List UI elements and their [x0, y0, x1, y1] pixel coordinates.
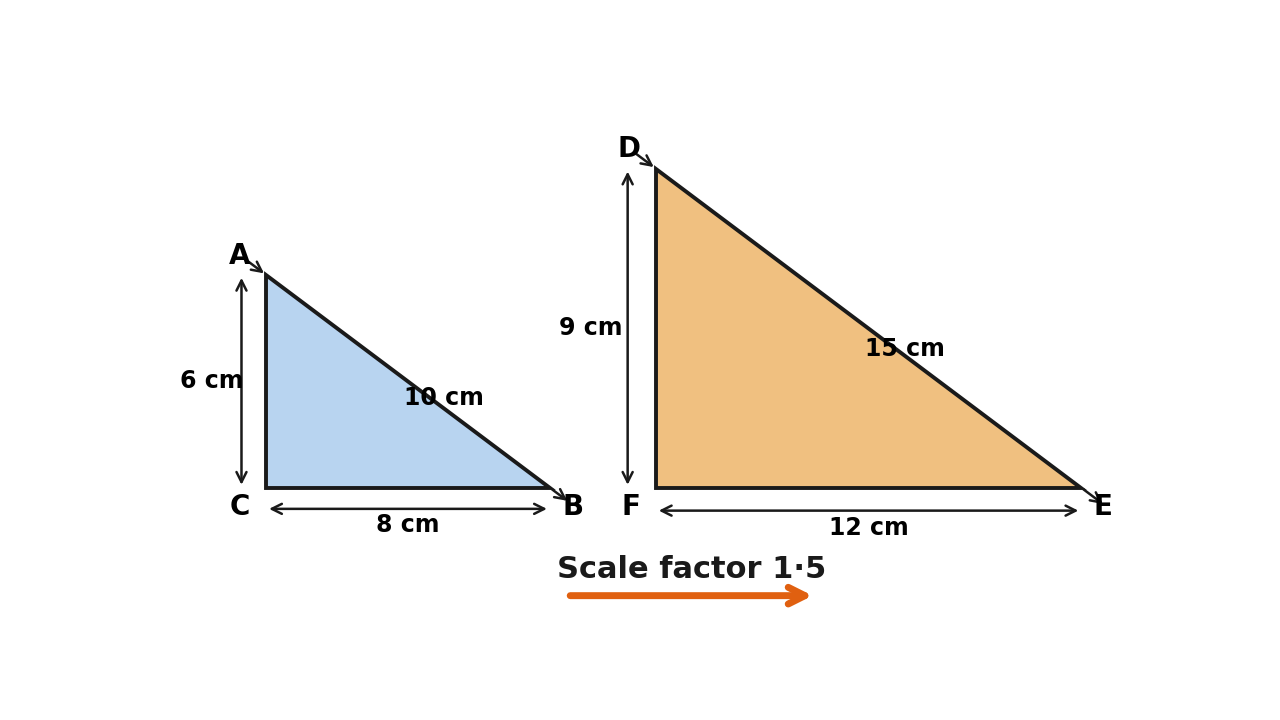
Text: C: C [230, 493, 251, 521]
Text: A: A [229, 242, 251, 270]
Polygon shape [266, 275, 549, 487]
Text: 8 cm: 8 cm [376, 513, 440, 537]
Text: 12 cm: 12 cm [828, 516, 909, 540]
Text: 10 cm: 10 cm [403, 386, 484, 410]
Text: Scale factor 1·5: Scale factor 1·5 [557, 554, 826, 584]
Text: D: D [617, 135, 640, 163]
Text: 15 cm: 15 cm [865, 337, 945, 361]
Text: B: B [562, 493, 584, 521]
Text: 9 cm: 9 cm [558, 316, 622, 340]
Text: 6 cm: 6 cm [179, 369, 243, 393]
Text: E: E [1093, 493, 1112, 521]
Text: F: F [621, 493, 640, 521]
Polygon shape [657, 168, 1082, 487]
